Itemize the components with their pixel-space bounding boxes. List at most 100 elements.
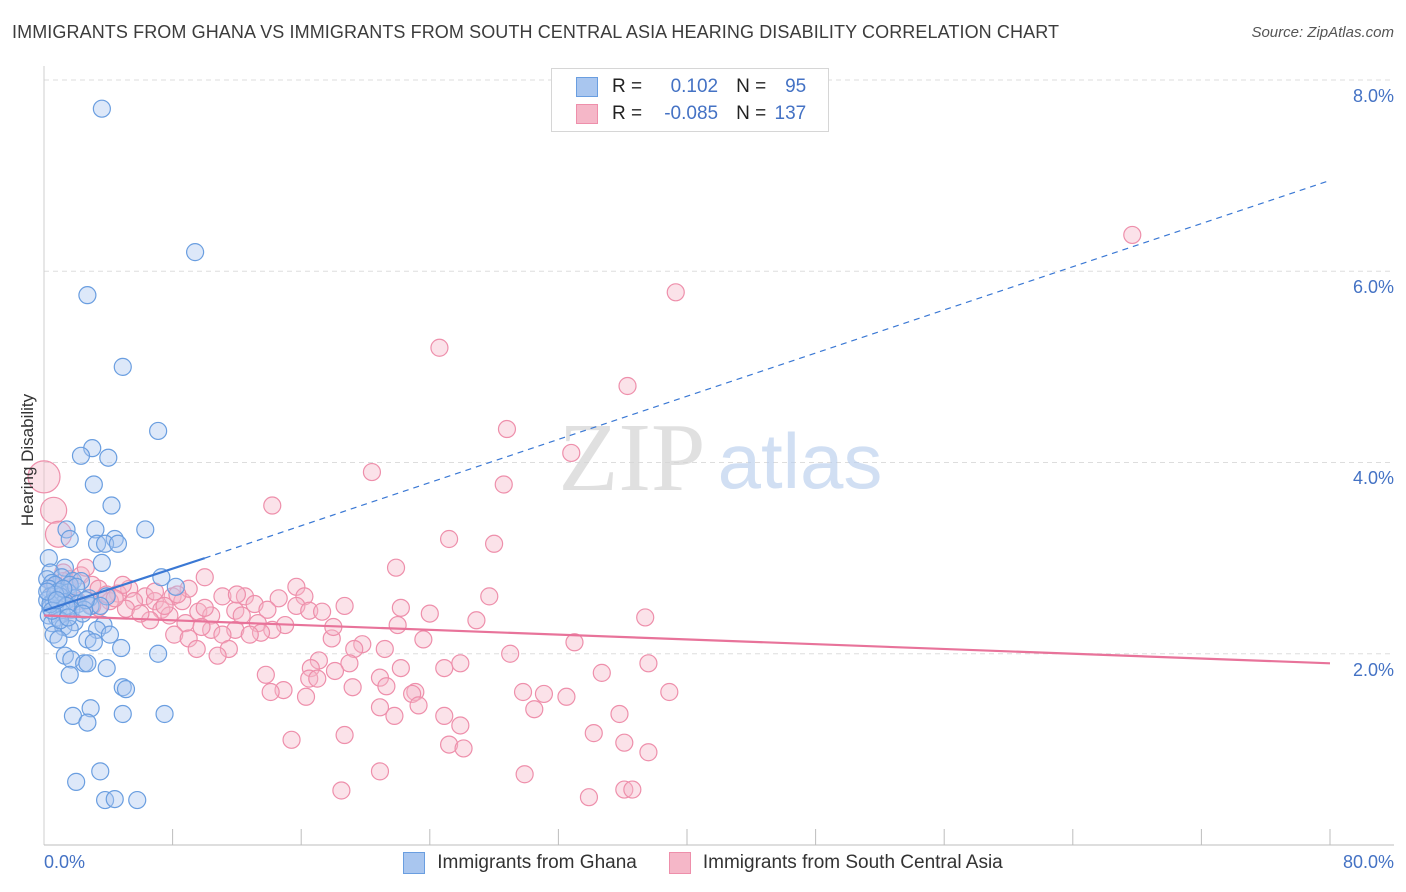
data-point	[335, 596, 354, 616]
data-point	[71, 446, 91, 465]
data-point	[332, 781, 351, 800]
data-point	[39, 549, 58, 568]
data-point	[102, 496, 121, 515]
data-point	[362, 462, 382, 482]
data-point	[579, 788, 599, 807]
data-point	[494, 475, 513, 494]
data-point	[195, 568, 214, 587]
data-point	[44, 520, 73, 548]
data-point	[113, 704, 132, 724]
data-point	[40, 496, 68, 524]
data-point	[78, 286, 97, 305]
data-point	[227, 585, 246, 604]
data-point	[420, 604, 439, 623]
data-point	[501, 644, 520, 663]
data-point	[435, 706, 454, 726]
data-point	[263, 620, 282, 639]
chart-legend: Immigrants from Ghana Immigrants from So…	[0, 852, 1406, 874]
data-point	[155, 596, 174, 616]
data-point	[208, 646, 227, 665]
data-point	[213, 587, 232, 606]
y-tick-label-4: 4.0%	[1352, 468, 1394, 488]
data-point	[108, 534, 128, 553]
data-point	[149, 644, 168, 663]
data-point	[55, 558, 74, 577]
data-point	[615, 733, 634, 752]
data-point	[377, 677, 396, 696]
data-point	[340, 654, 359, 673]
data-point	[282, 730, 301, 749]
data-point	[128, 790, 147, 810]
data-point	[557, 687, 576, 706]
legend-item-asia[interactable]: Immigrants from South Central Asia	[668, 852, 1003, 874]
data-point	[308, 669, 327, 688]
data-point	[414, 630, 433, 649]
chart-title: IMMIGRANTS FROM GHANA VS IMMIGRANTS FROM…	[12, 22, 1060, 42]
data-point	[136, 587, 155, 606]
data-point	[99, 448, 118, 467]
data-point	[105, 789, 124, 809]
data-point	[562, 443, 581, 463]
data-point	[300, 601, 319, 620]
y-axis-label: Hearing Disability	[18, 393, 37, 527]
x-tick-label-min: 0.0%	[44, 852, 86, 872]
data-point	[219, 639, 238, 659]
data-point	[618, 376, 637, 396]
data-point	[192, 617, 211, 637]
stats-row-asia: R = -0.085 N = 137	[576, 101, 806, 127]
data-point	[186, 243, 205, 262]
legend-item-ghana[interactable]: Immigrants from Ghana	[403, 852, 637, 874]
data-point	[525, 700, 544, 719]
data-point	[388, 615, 407, 635]
data-point	[240, 625, 259, 644]
legend-swatch-ghana	[403, 852, 426, 874]
y-tick-label-8: 8.0%	[1352, 86, 1394, 106]
data-point	[71, 571, 91, 591]
data-point	[454, 739, 473, 758]
data-point	[439, 529, 459, 549]
data-point	[534, 684, 554, 704]
data-point	[370, 698, 390, 717]
asia-series	[27, 225, 1142, 807]
ghana-series	[38, 99, 205, 810]
data-point	[430, 338, 449, 357]
data-point	[261, 682, 280, 702]
y-tick-label-6: 6.0%	[1352, 277, 1394, 297]
data-point	[451, 716, 470, 735]
data-point	[81, 699, 100, 718]
data-point	[636, 608, 655, 627]
data-point	[666, 283, 685, 302]
source-label: Source: ZipAtlas.com	[1251, 24, 1394, 41]
data-point	[406, 682, 425, 702]
watermark-atlas: atlas	[718, 417, 883, 505]
data-point	[136, 520, 155, 539]
data-point	[345, 639, 364, 659]
data-point	[325, 661, 345, 681]
data-point	[95, 790, 115, 810]
data-point	[623, 780, 642, 799]
data-point	[322, 629, 341, 648]
data-point	[116, 680, 136, 699]
data-point	[60, 529, 79, 549]
data-point	[639, 743, 658, 762]
data-point	[467, 611, 486, 630]
data-point	[515, 765, 534, 784]
ghana-r-value: 0.102	[670, 76, 719, 97]
r-label: R =	[612, 103, 643, 124]
data-point	[168, 585, 187, 604]
axes	[43, 66, 1394, 846]
data-point	[386, 558, 406, 577]
data-point	[343, 678, 362, 697]
data-point	[116, 599, 136, 618]
data-point	[113, 678, 132, 697]
data-point	[592, 663, 611, 682]
data-point	[86, 520, 105, 539]
data-point	[296, 687, 316, 706]
data-point	[370, 762, 390, 781]
data-point	[409, 696, 428, 715]
legend-swatch-asia	[668, 852, 691, 874]
data-point	[78, 713, 97, 732]
data-point	[513, 682, 533, 702]
data-point	[335, 725, 354, 745]
data-point	[584, 724, 603, 743]
